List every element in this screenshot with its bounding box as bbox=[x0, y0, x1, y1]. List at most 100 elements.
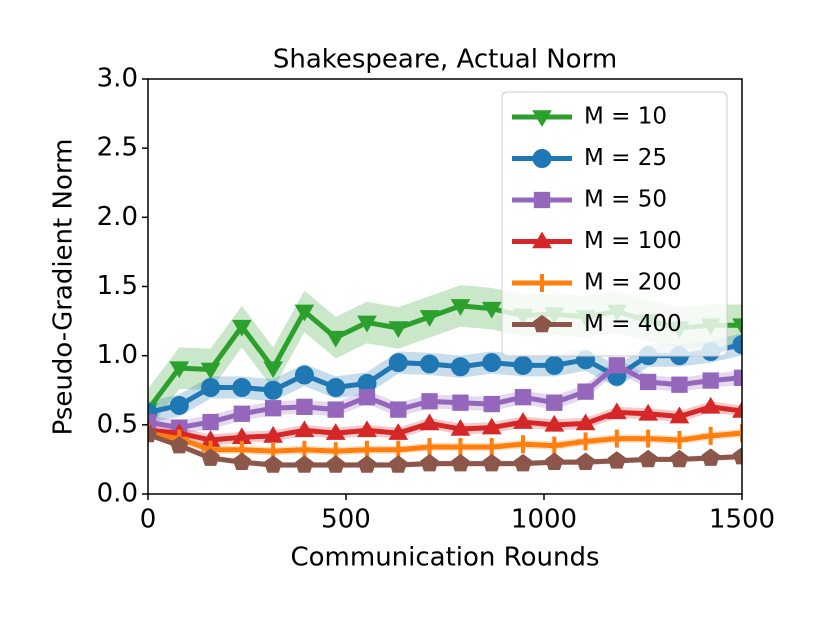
marker bbox=[388, 423, 409, 440]
y-tick-label: 0.5 bbox=[97, 409, 138, 439]
marker bbox=[481, 417, 502, 435]
marker bbox=[451, 437, 470, 456]
marker bbox=[606, 402, 627, 420]
marker bbox=[389, 455, 408, 473]
marker bbox=[450, 418, 471, 436]
marker bbox=[327, 401, 344, 418]
legend-marker bbox=[533, 191, 551, 209]
marker bbox=[545, 436, 564, 455]
marker bbox=[388, 353, 408, 373]
marker bbox=[513, 453, 533, 472]
marker bbox=[420, 437, 439, 456]
y-tick-label: 1.5 bbox=[97, 271, 138, 301]
marker bbox=[294, 365, 314, 385]
marker bbox=[514, 435, 533, 454]
marker bbox=[263, 455, 283, 473]
marker bbox=[357, 315, 377, 333]
marker bbox=[358, 389, 376, 406]
marker bbox=[390, 401, 407, 418]
legend-label: M = 25 bbox=[584, 145, 667, 171]
marker bbox=[639, 373, 657, 391]
legend-marker bbox=[532, 110, 552, 127]
marker bbox=[483, 395, 500, 413]
marker bbox=[700, 396, 721, 414]
marker bbox=[170, 435, 189, 454]
marker bbox=[326, 377, 346, 397]
legend-marker bbox=[532, 149, 552, 168]
marker bbox=[325, 423, 346, 440]
legend-label: M = 400 bbox=[584, 311, 682, 337]
legend-label: M = 50 bbox=[584, 187, 667, 213]
marker bbox=[169, 395, 189, 415]
marker bbox=[701, 426, 720, 445]
legend-label: M = 100 bbox=[584, 228, 682, 254]
marker bbox=[326, 455, 345, 473]
marker bbox=[576, 432, 595, 451]
marker bbox=[481, 301, 502, 319]
marker bbox=[296, 398, 313, 416]
marker bbox=[294, 420, 315, 438]
y-tick-label: 1.0 bbox=[97, 340, 138, 370]
y-axis-label: Pseudo-Gradient Norm bbox=[49, 139, 79, 436]
marker bbox=[514, 389, 532, 406]
marker bbox=[732, 335, 742, 355]
marker bbox=[576, 452, 595, 470]
marker bbox=[670, 431, 689, 450]
y-tick-label: 3.0 bbox=[97, 64, 138, 94]
marker bbox=[263, 380, 283, 400]
marker bbox=[357, 455, 377, 473]
marker bbox=[325, 330, 346, 348]
marker bbox=[607, 429, 626, 448]
marker bbox=[202, 413, 219, 431]
x-axis-label: Communication Rounds bbox=[290, 543, 599, 573]
marker bbox=[231, 319, 252, 337]
legend-label: M = 200 bbox=[584, 270, 682, 296]
marker bbox=[544, 414, 565, 432]
marker bbox=[420, 354, 440, 374]
marker bbox=[450, 299, 471, 316]
marker bbox=[482, 437, 501, 456]
y-tick-label: 0.0 bbox=[97, 479, 138, 509]
marker bbox=[232, 377, 252, 397]
legend: M = 10 M = 25 M = 50 M = 100 M = 200 M = 400 bbox=[501, 91, 728, 357]
marker bbox=[452, 394, 469, 411]
legend-label: M = 10 bbox=[584, 104, 667, 130]
x-tick-label: 500 bbox=[321, 505, 371, 535]
marker bbox=[670, 449, 689, 468]
marker bbox=[201, 377, 221, 397]
marker bbox=[263, 361, 284, 379]
marker bbox=[420, 453, 439, 472]
marker bbox=[575, 413, 596, 431]
marker bbox=[513, 355, 533, 375]
marker bbox=[638, 403, 659, 421]
legend-marker bbox=[532, 231, 552, 249]
marker bbox=[148, 424, 158, 443]
marker bbox=[482, 453, 501, 472]
marker bbox=[702, 372, 719, 389]
marker bbox=[357, 420, 377, 438]
marker bbox=[295, 455, 314, 473]
marker bbox=[482, 353, 502, 373]
marker bbox=[421, 393, 438, 410]
marker bbox=[608, 357, 626, 374]
chart-title: Shakespeare, Actual Norm bbox=[273, 45, 617, 75]
marker bbox=[732, 318, 742, 336]
marker bbox=[639, 429, 658, 448]
marker bbox=[607, 451, 627, 469]
y-tick-label: 2.5 bbox=[97, 133, 138, 163]
error-band bbox=[148, 358, 742, 435]
marker bbox=[388, 321, 409, 338]
marker bbox=[701, 448, 720, 466]
legend-marker bbox=[533, 274, 551, 292]
marker bbox=[544, 355, 564, 375]
marker bbox=[577, 383, 594, 400]
x-tick-label: 1500 bbox=[709, 505, 775, 535]
marker bbox=[545, 452, 564, 470]
marker bbox=[671, 376, 688, 393]
marker bbox=[513, 412, 533, 429]
marker bbox=[419, 413, 440, 431]
marker bbox=[419, 310, 440, 327]
x-tick-label: 0 bbox=[140, 505, 157, 535]
y-tick-label: 2.0 bbox=[97, 202, 138, 232]
